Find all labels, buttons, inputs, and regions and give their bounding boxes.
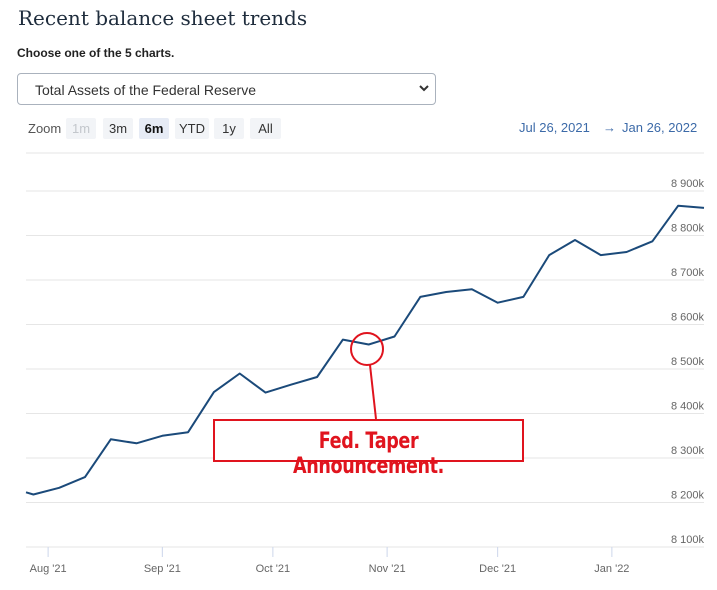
y-tick-label: 8 300k	[671, 445, 705, 457]
zoom-label: Zoom	[28, 121, 62, 136]
series-line-total-assets	[25, 204, 705, 496]
x-tick-label: Dec '21	[479, 563, 516, 575]
chevron-down-icon	[419, 85, 429, 92]
x-tick-label: Aug '21	[30, 563, 67, 575]
x-tick-label: Sep '21	[144, 563, 181, 575]
y-tick-label: 8 400k	[671, 401, 705, 413]
y-tick-label: 8 500k	[671, 356, 705, 368]
zoom-6m-button[interactable]: 6m	[139, 118, 169, 139]
taper-annotation-circle	[350, 332, 384, 366]
chart-select-dropdown[interactable]: Total Assets of the Federal Reserve	[17, 73, 436, 105]
taper-annotation-box: Fed. Taper Announcement.	[213, 419, 524, 479]
zoom-all-button[interactable]: All	[250, 118, 281, 139]
x-tick-label: Oct '21	[256, 563, 291, 575]
y-tick-label: 8 200k	[671, 490, 705, 502]
zoom-1y-button[interactable]: 1y	[214, 118, 244, 139]
y-tick-label: 8 600k	[671, 312, 705, 324]
x-tick-label: Jan '22	[594, 563, 629, 575]
range-to-date[interactable]: Jan 26, 2022	[622, 120, 698, 135]
zoom-ytd-button[interactable]: YTD	[175, 118, 209, 139]
y-tick-label: 8 700k	[671, 267, 705, 279]
zoom-3m-button[interactable]: 3m	[103, 118, 133, 139]
y-tick-label: 8 800k	[671, 223, 705, 235]
taper-annotation-connector	[369, 364, 377, 420]
range-from-date[interactable]: Jul 26, 2021	[519, 120, 590, 135]
y-tick-label: 8 900k	[671, 178, 705, 190]
y-tick-label: 8 100k	[671, 534, 705, 546]
x-tick-label: Nov '21	[369, 563, 406, 575]
range-arrow: →	[603, 120, 616, 135]
page-title: Recent balance sheet trends	[18, 6, 308, 30]
taper-annotation-text: Fed. Taper Announcement.	[293, 429, 444, 479]
chart-select-value: Total Assets of the Federal Reserve	[35, 82, 256, 98]
zoom-1m-button[interactable]: 1m	[66, 118, 96, 139]
chart-selector-hint: Choose one of the 5 charts.	[17, 46, 175, 60]
